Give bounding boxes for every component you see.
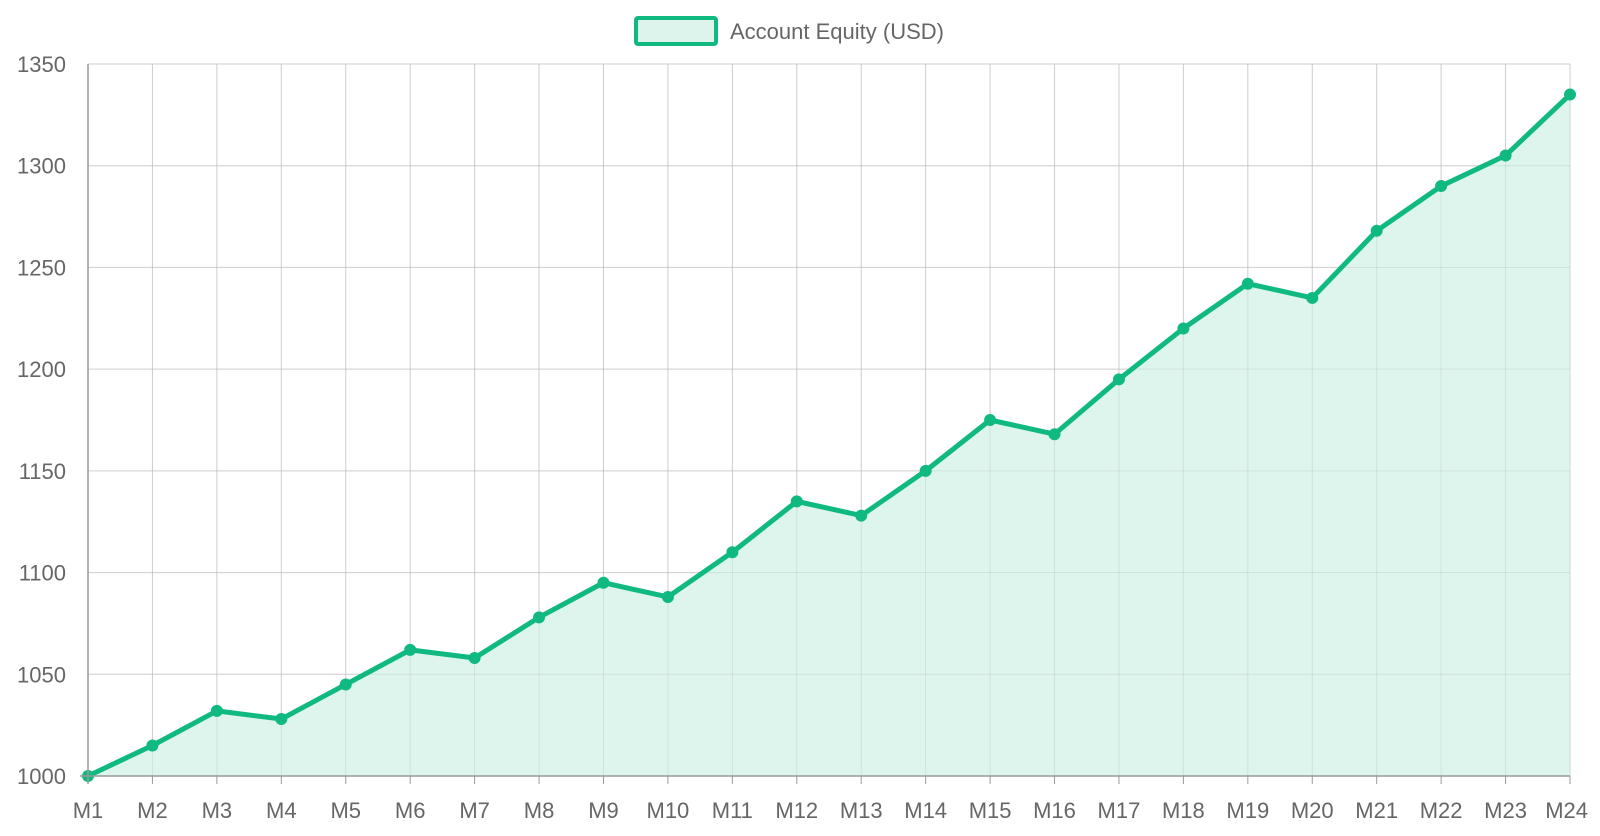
x-tick-label: M18 <box>1162 798 1205 823</box>
y-tick-label: 1000 <box>17 764 66 789</box>
x-tick-label: M3 <box>202 798 233 823</box>
points-layer <box>82 88 1576 782</box>
data-point[interactable] <box>468 652 481 665</box>
data-point[interactable] <box>1435 180 1448 193</box>
data-point[interactable] <box>919 464 932 477</box>
y-tick-label: 1350 <box>17 52 66 77</box>
x-tick-label: M6 <box>395 798 426 823</box>
series-line <box>85 92 1573 779</box>
data-point[interactable] <box>1306 291 1319 304</box>
x-tick-label: M11 <box>712 798 753 823</box>
x-tick-label: M19 <box>1226 798 1269 823</box>
data-point[interactable] <box>533 611 546 624</box>
y-tick-label: 1100 <box>19 561 66 586</box>
data-point[interactable] <box>1112 373 1125 386</box>
data-point[interactable] <box>855 509 868 522</box>
x-tick-label: M10 <box>647 798 690 823</box>
y-axis-ticks: 1000 1050 1100 1150 1200 1250 1300 1350 <box>17 52 66 789</box>
x-tick-label: M5 <box>330 798 361 823</box>
x-tick-label: M14 <box>904 798 947 823</box>
line-layer <box>85 92 1573 779</box>
x-tick-label: M4 <box>266 798 297 823</box>
x-tick-label: M7 <box>459 798 490 823</box>
legend-swatch <box>634 16 718 46</box>
data-point[interactable] <box>661 590 674 603</box>
data-point[interactable] <box>210 704 223 717</box>
data-point[interactable] <box>275 713 288 726</box>
y-tick-label: 1250 <box>17 255 66 280</box>
x-axis-ticks: M1 M2 M3 M4 M5 M6 M7 M8 M9 M10 M11 M12 M13 M14 M15 M16 M… <box>73 776 1588 823</box>
data-point[interactable] <box>146 739 159 752</box>
data-point[interactable] <box>1370 224 1383 237</box>
data-point[interactable] <box>790 495 803 508</box>
x-tick-label: M16 <box>1033 798 1076 823</box>
legend[interactable]: Account Equity (USD) <box>634 16 944 46</box>
x-tick-label: M8 <box>524 798 555 823</box>
data-point[interactable] <box>404 643 417 656</box>
area-layer <box>87 63 1571 777</box>
x-tick-label: M1 <box>73 798 104 823</box>
data-point[interactable] <box>1241 277 1254 290</box>
x-tick-label: M17 <box>1098 798 1141 823</box>
y-tick-label: 1150 <box>19 459 66 484</box>
x-tick-label: M12 <box>775 798 818 823</box>
x-tick-label: M23 <box>1484 798 1527 823</box>
data-point[interactable] <box>1177 322 1190 335</box>
data-point[interactable] <box>1499 149 1512 162</box>
x-tick-label: M9 <box>588 798 619 823</box>
data-point[interactable] <box>1564 88 1576 101</box>
y-tick-label: 1300 <box>17 154 66 179</box>
x-tick-label: M20 <box>1291 798 1334 823</box>
data-point[interactable] <box>726 546 739 559</box>
x-tick-label: M13 <box>840 798 883 823</box>
y-tick-label: 1050 <box>17 662 66 687</box>
axes <box>80 64 1570 784</box>
x-tick-label: M24 <box>1545 798 1588 823</box>
x-tick-label: M21 <box>1355 798 1398 823</box>
series-area-fill <box>88 94 1570 776</box>
y-tick-label: 1200 <box>17 357 66 382</box>
data-point[interactable] <box>597 576 610 589</box>
x-tick-label: M22 <box>1420 798 1463 823</box>
x-tick-label: M15 <box>969 798 1012 823</box>
x-tick-label: M2 <box>137 798 168 823</box>
data-point[interactable] <box>1048 428 1061 441</box>
data-point[interactable] <box>984 414 997 426</box>
data-point[interactable] <box>339 678 352 691</box>
legend-label: Account Equity (USD) <box>730 19 944 44</box>
